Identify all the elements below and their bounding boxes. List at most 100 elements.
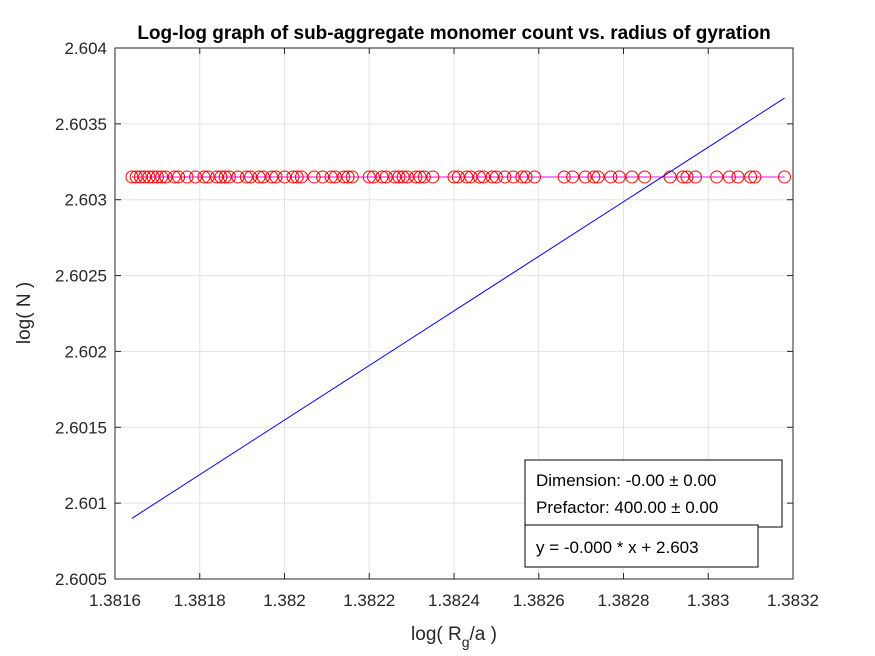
- data-point-marker: [472, 170, 486, 184]
- data-point-marker: [197, 170, 211, 184]
- data-point-marker: [663, 170, 677, 184]
- data-point-marker: [676, 170, 690, 184]
- data-point-marker: [316, 170, 330, 184]
- data-point-marker: [413, 170, 427, 184]
- data-point-marker: [519, 170, 533, 184]
- data-point-marker: [400, 170, 414, 184]
- equation-box: y = -0.000 * x + 2.603: [524, 524, 759, 568]
- data-point-marker: [239, 170, 253, 184]
- data-point-marker: [337, 170, 351, 184]
- data-point-marker: [269, 170, 283, 184]
- data-point-marker: [587, 170, 601, 184]
- data-point-marker: [477, 170, 491, 184]
- data-point-marker: [307, 170, 321, 184]
- data-point-marker: [417, 170, 431, 184]
- x-axis-label-subscript: g: [462, 634, 470, 650]
- data-point-marker: [680, 170, 694, 184]
- x-tick-label: 1.3826: [513, 591, 565, 610]
- data-point-marker: [388, 170, 402, 184]
- y-tick-label: 2.6015: [55, 418, 107, 437]
- x-tick-label: 1.3822: [343, 591, 395, 610]
- data-layer: [125, 97, 792, 519]
- data-point-marker: [189, 170, 203, 184]
- y-tick-label: 2.6035: [55, 115, 107, 134]
- data-point-marker: [638, 170, 652, 184]
- data-point-marker: [341, 170, 355, 184]
- data-point-marker: [722, 170, 736, 184]
- x-axis-label: log( Rg/a ): [411, 624, 497, 650]
- data-point-marker: [612, 170, 626, 184]
- x-tick-label: 1.3816: [89, 591, 141, 610]
- data-point-marker: [464, 170, 478, 184]
- data-point-marker: [278, 170, 291, 184]
- data-point-marker: [451, 170, 465, 184]
- x-axis-label-prefix: log( R: [411, 624, 462, 645]
- data-point-marker: [362, 170, 376, 184]
- data-point-marker: [218, 170, 232, 184]
- data-point-marker: [447, 170, 461, 184]
- data-point-marker: [498, 170, 512, 184]
- data-point-marker: [744, 170, 758, 184]
- x-tick-label: 1.383: [687, 591, 730, 610]
- y-axis-label: log( N ): [14, 282, 35, 344]
- data-point-marker: [201, 170, 215, 184]
- x-tick-label: 1.3828: [598, 591, 650, 610]
- data-point-marker: [345, 170, 359, 184]
- data-point-marker: [159, 170, 173, 184]
- data-point-marker: [129, 170, 143, 184]
- data-point-marker: [172, 170, 186, 184]
- data-point-marker: [625, 170, 639, 184]
- data-point-marker: [485, 170, 499, 184]
- data-point-marker: [578, 170, 592, 184]
- data-point-marker: [731, 170, 745, 184]
- data-point-marker: [566, 170, 580, 184]
- data-point-marker: [167, 170, 181, 184]
- data-point-marker: [778, 170, 792, 184]
- data-point-marker: [515, 170, 529, 184]
- data-point-marker: [252, 170, 266, 184]
- data-point-marker: [265, 170, 279, 184]
- y-tick-label: 2.6005: [55, 570, 107, 589]
- data-point-marker: [214, 170, 228, 184]
- data-point-marker: [748, 170, 762, 184]
- y-tick-label: 2.603: [64, 191, 107, 210]
- ticks: 1.3816 1.3818 1.382 1.3822 1.3824 1.3826 1.382…: [55, 39, 819, 610]
- data-point-marker: [328, 170, 342, 184]
- data-point-marker: [244, 170, 258, 184]
- x-tick-label: 1.3824: [428, 591, 480, 610]
- x-tick-label: 1.382: [263, 591, 306, 610]
- data-point-marker: [138, 170, 152, 184]
- data-point-marker: [222, 170, 236, 184]
- equation-box-frame: [524, 524, 759, 568]
- data-point-marker: [426, 170, 440, 184]
- stats-prefactor-text: Prefactor: 400.00 ± 0.00: [536, 498, 718, 517]
- chart-title: Log-log graph of sub-aggregate monomer c…: [137, 23, 770, 44]
- data-point-marker: [409, 170, 423, 184]
- y-tick-label: 2.6025: [55, 267, 107, 286]
- data-point-marker: [396, 170, 410, 184]
- data-point-marker: [591, 170, 605, 184]
- data-point-marker: [256, 170, 270, 184]
- x-tick-label: 1.3832: [767, 591, 819, 610]
- data-point-marker: [146, 170, 160, 184]
- data-point-marker: [231, 170, 245, 184]
- data-point-marker: [155, 170, 169, 184]
- data-point-marker: [142, 170, 156, 184]
- x-axis-label-suffix: /a ): [470, 624, 497, 645]
- data-point-marker: [604, 170, 618, 184]
- data-point-marker: [324, 170, 338, 184]
- data-point-marker: [290, 170, 304, 184]
- fit-equation-text: y = -0.000 * x + 2.603: [536, 538, 699, 557]
- data-point-marker: [489, 170, 503, 184]
- data-point-marker: [710, 170, 724, 184]
- data-point-marker: [366, 170, 380, 184]
- y-tick-label: 2.601: [64, 494, 107, 513]
- data-point-marker: [506, 170, 520, 184]
- data-point-marker: [180, 170, 194, 184]
- data-point-marker: [689, 170, 703, 184]
- data-point-marker: [294, 170, 308, 184]
- data-point-marker: [375, 170, 389, 184]
- data-point-marker: [125, 170, 139, 184]
- x-tick-label: 1.3818: [174, 591, 226, 610]
